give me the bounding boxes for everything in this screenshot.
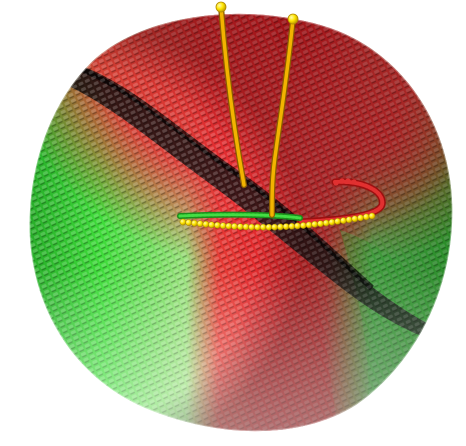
ring-bead <box>351 215 359 223</box>
ring-bead <box>179 218 187 226</box>
ring-bead <box>305 221 313 229</box>
ring-bead <box>196 220 204 228</box>
ring-bead <box>225 222 233 230</box>
ring-bead <box>185 219 193 226</box>
ring-bead <box>254 223 261 231</box>
ring-bead <box>248 223 256 231</box>
ring-bead <box>322 219 330 227</box>
ring-bead <box>311 220 319 228</box>
ring-bead <box>271 223 278 231</box>
ring-bead <box>328 218 336 226</box>
ring-bead <box>265 223 273 231</box>
ring-bead <box>214 221 221 229</box>
ring-bead <box>368 212 376 220</box>
ring-bead <box>277 223 284 231</box>
ring-bead <box>191 219 198 227</box>
ring-bead <box>219 222 227 230</box>
bead-ring <box>179 212 376 231</box>
ring-bead <box>294 222 301 230</box>
ring-bead <box>317 220 324 228</box>
ring-bead <box>236 223 244 231</box>
vertical-tube-left <box>215 1 247 188</box>
ring-bead <box>345 216 353 224</box>
ring-bead <box>202 220 210 228</box>
ring-bead <box>259 223 267 231</box>
ring-bead <box>231 223 238 230</box>
ring-bead <box>362 213 370 221</box>
ring-red-beads <box>333 178 357 186</box>
vertical-tube-right <box>269 13 299 218</box>
ring-bead <box>208 221 215 229</box>
ring-bead <box>299 222 307 229</box>
ring-bead <box>288 222 296 230</box>
ring-bead <box>357 214 364 222</box>
ring-bead <box>340 217 347 224</box>
ring-bead <box>334 218 341 225</box>
ring-bead <box>242 223 250 231</box>
ring-bead <box>282 223 290 230</box>
